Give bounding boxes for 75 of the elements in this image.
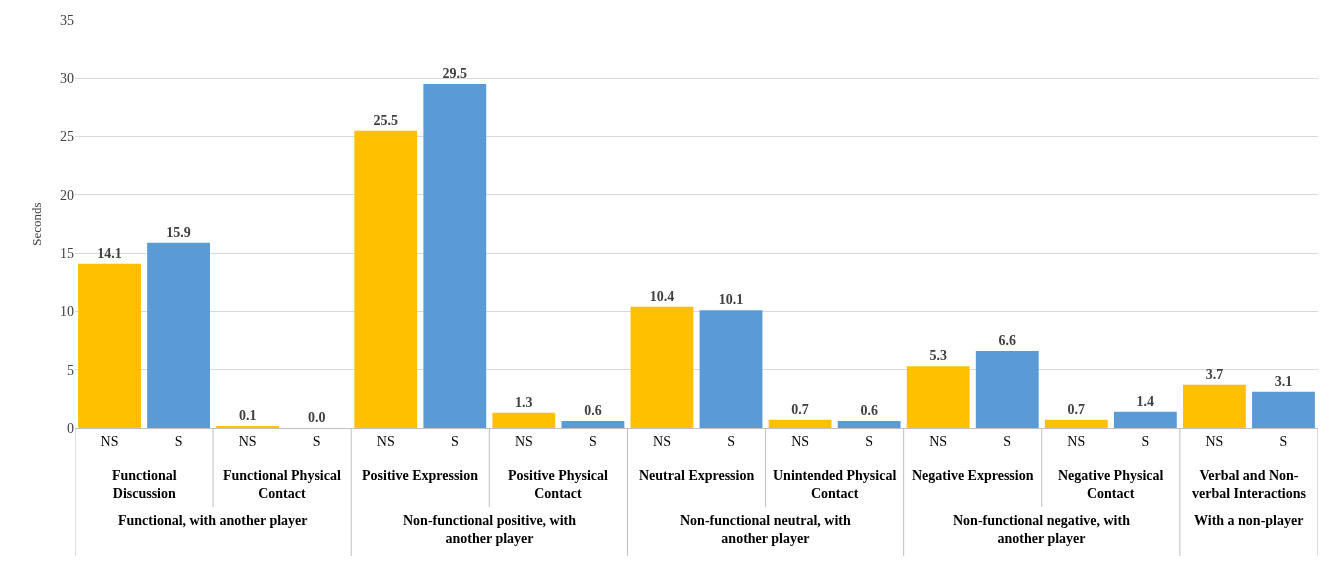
bar — [78, 263, 141, 428]
bar — [630, 306, 694, 428]
text: Verbal and Non-verbal Interactions — [1192, 468, 1307, 502]
bar — [837, 421, 901, 428]
text: With a non-player — [1194, 513, 1304, 528]
y-tick-label: 5 — [67, 362, 74, 378]
data-label: 0.1 — [238, 408, 257, 423]
x-tick-label: NS — [1067, 433, 1086, 449]
x-tick-label: NS — [929, 433, 948, 449]
text: Negative Physical Contact — [1058, 468, 1164, 502]
x-tick-label: S — [727, 433, 735, 449]
x-tick-label: NS — [376, 433, 395, 449]
data-label: 14.1 — [97, 245, 122, 261]
x-tick-label: NS — [791, 433, 810, 449]
x-tick-label: S — [1003, 433, 1012, 449]
y-tick-label: 25 — [60, 129, 74, 145]
y-tick-label: 15 — [60, 246, 74, 262]
y-axis-title: Seconds — [28, 202, 44, 246]
data-label: 6.6 — [998, 333, 1016, 349]
bar — [423, 84, 487, 428]
y-tick-label: 35 — [60, 12, 74, 28]
x-tick-label: NS — [238, 433, 257, 449]
text: Positive Physical Contact — [508, 468, 609, 502]
bar — [975, 351, 1039, 428]
y-tick-label: 20 — [60, 187, 74, 203]
bar — [492, 412, 556, 428]
x-tick-label: NS — [514, 433, 533, 449]
text: Neutral Expression — [639, 468, 755, 483]
data-label: 29.5 — [442, 66, 468, 82]
y-tick-label: 0 — [67, 420, 74, 436]
text: Functional Physical Contact — [223, 468, 341, 502]
data-label: 10.1 — [718, 292, 744, 308]
x-tick-label: S — [1279, 433, 1288, 449]
text: Non-functional neutral, with another player — [680, 513, 851, 547]
y-tick-label: 30 — [60, 71, 74, 87]
data-label: 0.7 — [1067, 401, 1086, 417]
bar — [1183, 384, 1246, 428]
x-tick-label: S — [589, 433, 597, 449]
text: Non-functional positive, with another player — [403, 513, 577, 547]
data-label: 15.9 — [166, 224, 191, 240]
text: Unintended Physical Contact — [773, 468, 897, 502]
bar — [561, 421, 625, 428]
bar — [147, 242, 210, 428]
data-label: 25.5 — [373, 112, 398, 128]
x-tick-label: NS — [653, 433, 671, 449]
data-label: 0.0 — [307, 410, 326, 425]
x-tick-label: S — [312, 433, 321, 449]
bar — [1252, 391, 1315, 428]
text: Positive Expression — [362, 468, 479, 483]
data-label: 1.3 — [515, 394, 533, 410]
x-tick-label: NS — [1205, 433, 1224, 449]
y-tick-label: 10 — [60, 304, 74, 320]
x-tick-label: NS — [100, 433, 119, 449]
data-label: 0.6 — [584, 403, 602, 419]
data-label: 10.4 — [649, 288, 675, 304]
data-label: 3.7 — [1205, 366, 1224, 382]
data-label: 3.1 — [1274, 373, 1293, 389]
text: Functional, with another player — [118, 513, 308, 528]
data-label: 0.6 — [860, 403, 878, 419]
x-tick-label: S — [174, 433, 183, 449]
x-tick-label: S — [865, 433, 874, 449]
bar — [1113, 411, 1177, 428]
text: Negative Expression — [912, 468, 1034, 483]
x-tick-label: S — [450, 433, 459, 449]
data-label: 5.3 — [929, 348, 947, 364]
bar — [354, 130, 418, 428]
x-tick-label: S — [1141, 433, 1150, 449]
bar — [768, 419, 832, 428]
bar — [906, 366, 970, 428]
data-label: 0.7 — [791, 401, 809, 417]
bar — [1044, 419, 1108, 428]
text: Functional Discussion — [112, 468, 177, 502]
bar — [699, 310, 763, 428]
data-label: 1.4 — [1136, 393, 1155, 409]
text: Non-functional negative, with another player — [953, 513, 1131, 547]
